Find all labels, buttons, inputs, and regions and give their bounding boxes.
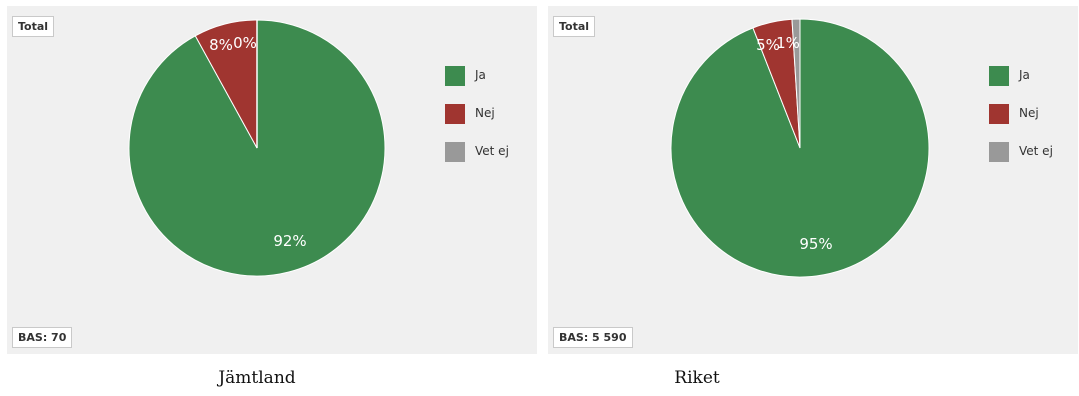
- chart-caption-jamtland: Jämtland: [218, 368, 296, 388]
- legend-swatch-ja: [989, 66, 1009, 86]
- pie-chart-panel-jamtland: Total 92% 8% 0% Ja Nej Vet ej BAS: 70: [7, 6, 537, 354]
- pie-value-label-ja: 92%: [273, 232, 306, 250]
- legend-swatch-vet-ej: [989, 142, 1009, 162]
- legend-swatch-nej: [989, 104, 1009, 124]
- pie-value-label-vet-ej: 0%: [233, 34, 257, 52]
- legend-label-vet-ej: Vet ej: [475, 144, 509, 158]
- pie-chart-svg: 95% 5%1%: [670, 18, 930, 278]
- pie-value-label-ja: 95%: [799, 235, 832, 253]
- base-count-badge: BAS: 5 590: [553, 327, 633, 348]
- legend-swatch-nej: [445, 104, 465, 124]
- legend-swatch-ja: [445, 66, 465, 86]
- base-count-badge: BAS: 70: [12, 327, 73, 348]
- pie-slice-vet-ej: [791, 18, 801, 149]
- chart-caption-riket: Riket: [674, 368, 720, 388]
- pie-value-label-nej: 8%: [209, 36, 233, 54]
- legend-swatch-vet-ej: [445, 142, 465, 162]
- legend-label-ja: Ja: [475, 68, 486, 82]
- legend-label-nej: Nej: [475, 106, 495, 120]
- legend-label-vet-ej: Vet ej: [1019, 144, 1053, 158]
- pie-value-label-nej: 5%: [756, 36, 780, 54]
- pie-chart-panel-riket: Total 95% 5% 1% Ja Nej Vet ej BAS: 5 590: [548, 6, 1078, 354]
- total-badge: Total: [12, 16, 55, 37]
- pie-chart-svg: 92% 8% 0%: [128, 19, 386, 277]
- pie-value-label-vet-ej: 1%: [776, 34, 800, 52]
- legend-label-nej: Nej: [1019, 106, 1039, 120]
- legend-label-ja: Ja: [1019, 68, 1030, 82]
- total-badge: Total: [553, 16, 596, 37]
